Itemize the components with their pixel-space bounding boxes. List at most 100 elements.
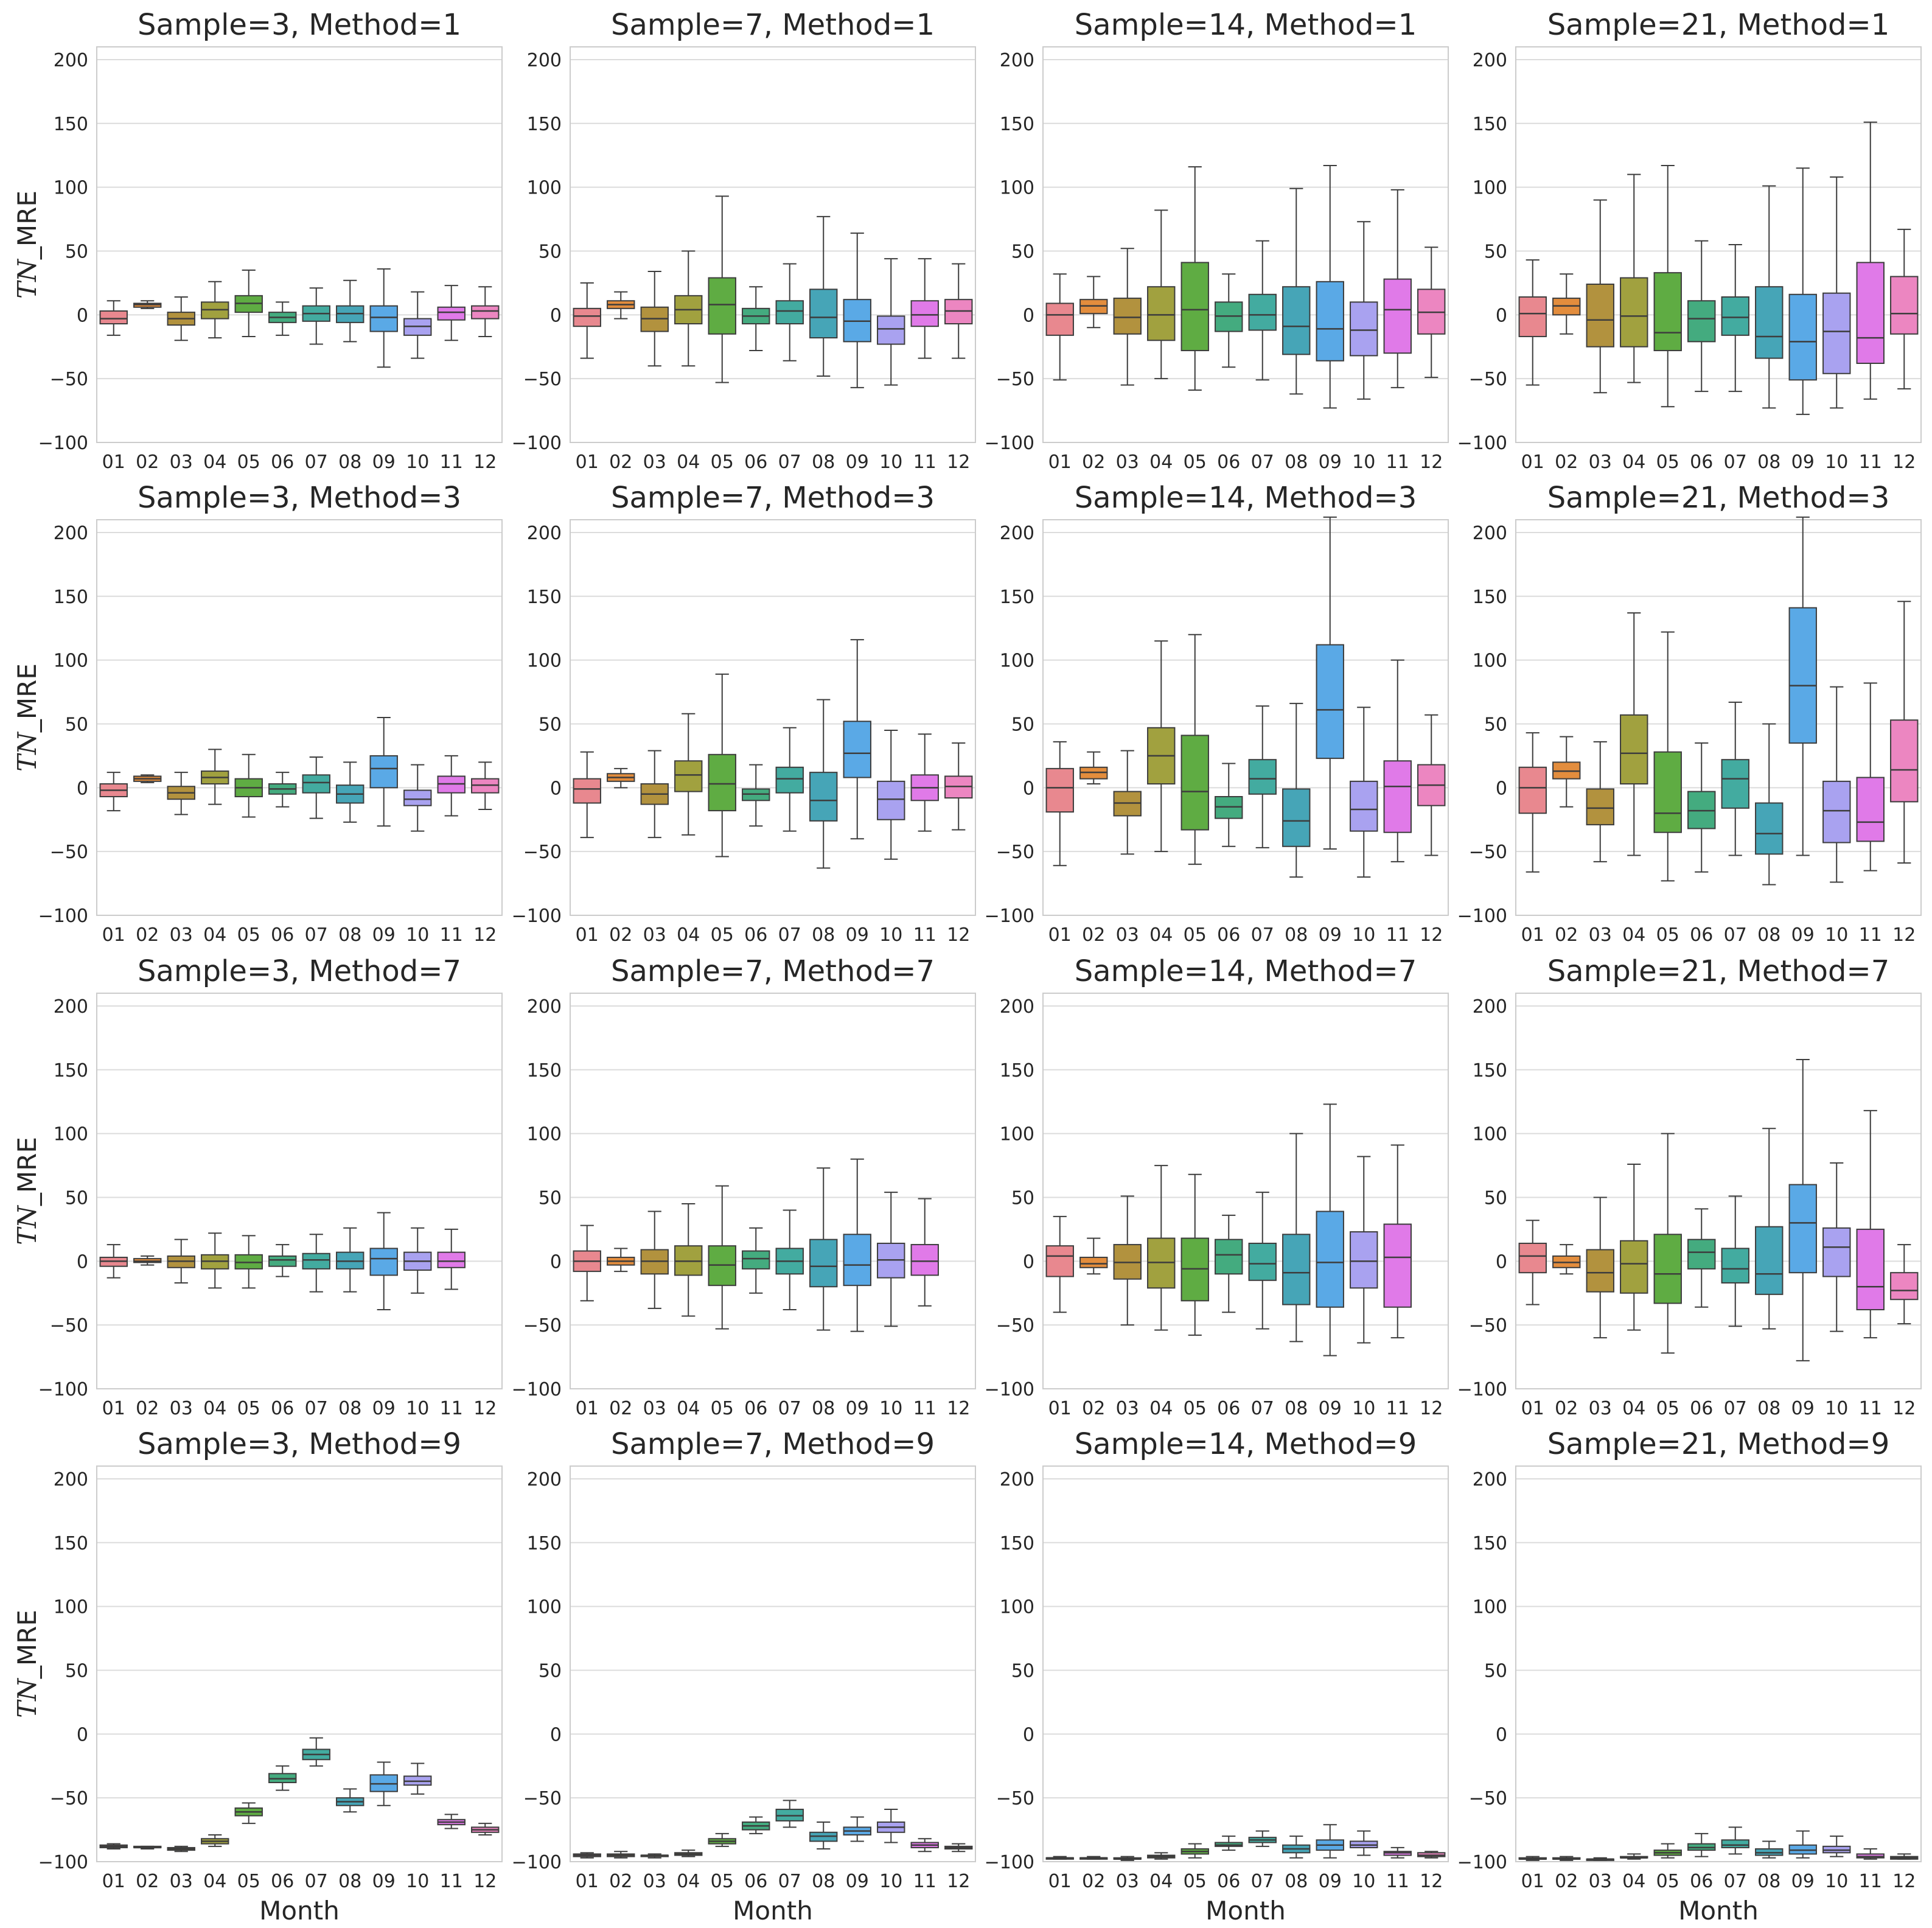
x-tick-label: 07 xyxy=(1724,452,1747,473)
box-month-11 xyxy=(437,1228,466,1290)
axes-frame xyxy=(570,46,976,443)
x-tick-label: 03 xyxy=(1589,1871,1612,1892)
x-tick-label: 02 xyxy=(136,1398,159,1419)
y-tick-label: 100 xyxy=(54,178,88,199)
box-month-03 xyxy=(1586,1857,1614,1861)
box-month-01 xyxy=(99,1244,128,1279)
box-month-07 xyxy=(775,263,804,362)
box-month-07 xyxy=(1248,240,1277,381)
x-tick-label: 05 xyxy=(237,1398,260,1419)
box-month-01 xyxy=(1045,741,1074,867)
x-tick-label: 12 xyxy=(1420,1871,1443,1892)
box-month-10 xyxy=(877,729,905,860)
y-tick-label: −100 xyxy=(38,433,88,454)
box-month-02 xyxy=(1552,736,1581,808)
iqr-box xyxy=(302,774,330,794)
x-tick-label: 10 xyxy=(406,1398,429,1419)
box-month-09 xyxy=(843,1816,871,1842)
box-month-11 xyxy=(1383,659,1412,862)
box-month-06 xyxy=(1215,273,1243,368)
x-tick-label: 03 xyxy=(643,1398,666,1419)
axes-frame xyxy=(1515,46,1922,443)
x-tick-label: 01 xyxy=(1521,1871,1544,1892)
x-tick-label: 07 xyxy=(1251,1398,1274,1419)
y-axis-label-italic: TN xyxy=(12,259,42,299)
axes-frame xyxy=(570,1465,976,1862)
x-tick-label: 01 xyxy=(102,1398,125,1419)
iqr-box xyxy=(1788,1184,1817,1274)
x-tick-label: 01 xyxy=(1048,452,1072,473)
x-tick-label: 09 xyxy=(372,1398,396,1419)
iqr-box xyxy=(1653,1234,1682,1304)
y-axis-label-rest: _MRE xyxy=(12,663,42,733)
y-tick-label: 150 xyxy=(527,1060,562,1081)
box-month-12 xyxy=(944,263,973,359)
iqr-box xyxy=(1316,1210,1344,1308)
subplot-title: Sample=21, Method=1 xyxy=(1547,8,1890,42)
y-tick-label: 50 xyxy=(1011,1660,1034,1682)
y-tick-label: −50 xyxy=(1469,369,1507,390)
iqr-box xyxy=(573,778,601,804)
x-tick-label: 09 xyxy=(846,1398,869,1419)
box-month-11 xyxy=(1856,682,1885,871)
x-tick-label: 10 xyxy=(879,924,902,946)
axes-frame xyxy=(1515,993,1922,1389)
x-tick-label: 12 xyxy=(1420,1398,1443,1419)
box-month-03 xyxy=(640,1210,669,1309)
axes-frame xyxy=(1042,46,1449,443)
box-month-08 xyxy=(1282,187,1311,395)
axes-frame xyxy=(1042,1465,1449,1862)
x-tick-label: 08 xyxy=(338,924,361,946)
y-tick-label: 200 xyxy=(527,1469,562,1490)
x-axis-label: Month xyxy=(259,1896,340,1926)
x-tick-label: 04 xyxy=(677,924,700,946)
x-tick-label: 10 xyxy=(1825,1398,1848,1419)
iqr-box xyxy=(1282,286,1311,355)
box-month-08 xyxy=(336,279,364,343)
x-tick-label: 06 xyxy=(744,452,767,473)
x-tick-label: 01 xyxy=(1048,1398,1072,1419)
iqr-box xyxy=(1687,300,1716,343)
x-tick-label: 11 xyxy=(1386,1871,1409,1892)
y-tick-label: 100 xyxy=(527,1124,562,1145)
x-tick-label: 05 xyxy=(1656,452,1679,473)
box-month-04 xyxy=(201,1834,229,1847)
x-tick-label: 10 xyxy=(1352,452,1375,473)
x-tick-label: 07 xyxy=(1251,924,1274,946)
y-tick-label: 150 xyxy=(1000,114,1034,135)
y-tick-label: −50 xyxy=(996,369,1034,390)
y-tick-label: −100 xyxy=(512,1852,562,1873)
y-axis-label: TN_MRE xyxy=(12,1610,42,1718)
subplot-12: Sample=21, Method=7−100−5005010015020001… xyxy=(1457,954,1922,1419)
x-tick-label: 02 xyxy=(1555,452,1578,473)
x-tick-label: 06 xyxy=(1690,1398,1713,1419)
y-axis-label-rest: _MRE xyxy=(12,1610,42,1679)
y-tick-label: 150 xyxy=(527,1533,562,1554)
y-tick-label: 100 xyxy=(1000,1124,1034,1145)
iqr-box xyxy=(471,305,500,320)
x-tick-label: 05 xyxy=(1656,1871,1679,1892)
y-tick-label: 0 xyxy=(77,1251,88,1273)
box-month-02 xyxy=(607,1851,635,1859)
y-tick-label: 0 xyxy=(1023,778,1034,799)
y-tick-label: −50 xyxy=(1469,1788,1507,1809)
x-tick-label: 04 xyxy=(203,452,226,473)
subplot-4: Sample=21, Method=1−100−5005010015020001… xyxy=(1457,8,1922,473)
subplot-7: Sample=14, Method=3−100−5005010015020001… xyxy=(985,481,1449,946)
box-month-06 xyxy=(742,286,770,352)
y-tick-label: 0 xyxy=(77,778,88,799)
y-axis-label-rest: _MRE xyxy=(12,1137,42,1206)
box-month-07 xyxy=(1248,1192,1277,1330)
box-month-11 xyxy=(910,1198,939,1307)
axes-frame xyxy=(1042,519,1449,916)
y-axis-label-italic: TN xyxy=(12,1205,42,1245)
iqr-box xyxy=(809,1238,838,1288)
y-tick-label: −50 xyxy=(1469,842,1507,863)
y-tick-label: 0 xyxy=(1023,305,1034,326)
x-tick-label: 03 xyxy=(643,452,666,473)
x-tick-label: 09 xyxy=(1791,1398,1815,1419)
box-month-02 xyxy=(1552,1244,1581,1275)
y-tick-label: 150 xyxy=(527,587,562,608)
subplot-title: Sample=14, Method=7 xyxy=(1075,954,1417,988)
y-tick-label: 150 xyxy=(1473,1060,1507,1081)
